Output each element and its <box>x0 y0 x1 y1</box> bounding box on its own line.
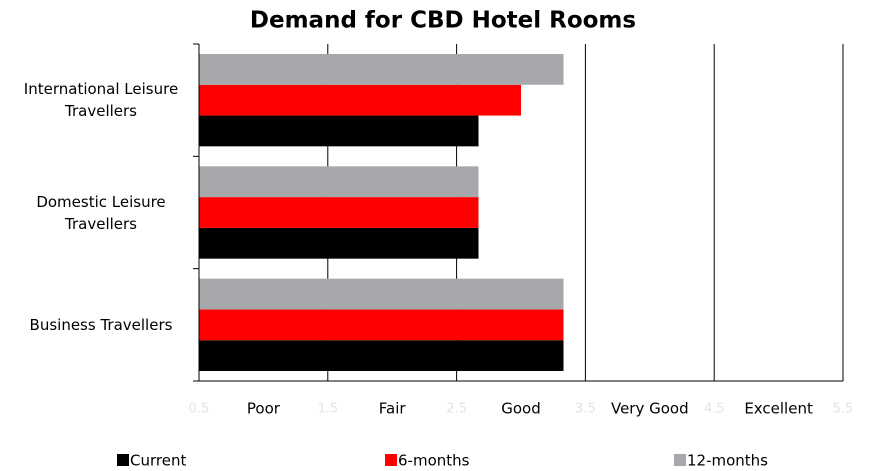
bar <box>199 54 564 85</box>
category-label: Domestic Leisure Travellers <box>36 192 166 233</box>
legend-label: Current <box>130 452 186 470</box>
x-rating-label: Very Good <box>611 400 689 418</box>
bar <box>199 227 479 259</box>
x-tick-label: 2.5 <box>446 402 467 417</box>
x-tick-label: 5.5 <box>833 402 854 417</box>
legend-swatch <box>117 454 129 466</box>
bar <box>199 115 479 147</box>
x-rating-label: Good <box>501 400 541 418</box>
bar <box>199 197 479 228</box>
bar <box>199 309 564 341</box>
legend-swatch <box>674 454 686 466</box>
x-tick-label: 4.5 <box>704 402 725 417</box>
chart-title: Demand for CBD Hotel Rooms <box>250 8 636 34</box>
x-rating-label: Excellent <box>744 400 813 418</box>
legend-label: 6-months <box>398 452 470 470</box>
category-label: Business Travellers <box>29 315 173 334</box>
legend-label: 12-months <box>687 452 768 470</box>
x-tick-label: 1.5 <box>317 402 338 417</box>
category-label: International Leisure Travellers <box>23 80 179 121</box>
x-tick-label: 3.5 <box>575 402 596 417</box>
bar <box>199 84 521 116</box>
legend-swatch <box>385 454 397 466</box>
bar <box>199 278 564 310</box>
bar <box>199 166 479 198</box>
bar <box>199 340 564 371</box>
x-tick-label: 0.5 <box>189 402 210 417</box>
x-rating-label: Fair <box>379 400 407 418</box>
x-rating-label: Poor <box>247 400 281 418</box>
